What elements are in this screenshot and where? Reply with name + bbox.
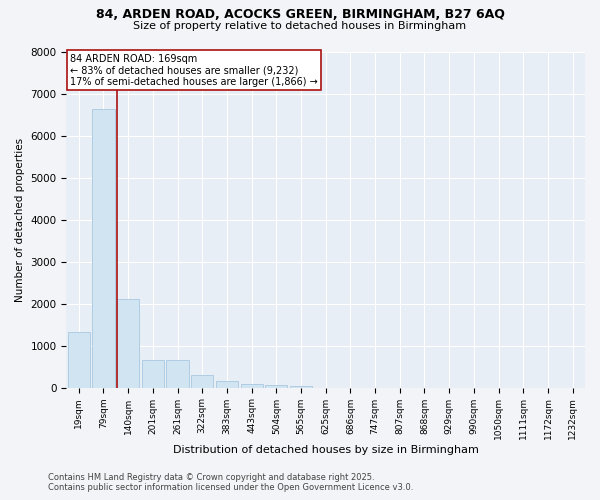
Y-axis label: Number of detached properties: Number of detached properties (15, 138, 25, 302)
Bar (216, 382, 238, 388)
Bar (241, 384, 263, 388)
Bar (117, 300, 139, 388)
Bar (142, 360, 164, 388)
Bar (290, 386, 312, 388)
Text: 84, ARDEN ROAD, ACOCKS GREEN, BIRMINGHAM, B27 6AQ: 84, ARDEN ROAD, ACOCKS GREEN, BIRMINGHAM… (95, 8, 505, 20)
Bar (265, 385, 287, 388)
Text: 84 ARDEN ROAD: 169sqm
← 83% of detached houses are smaller (9,232)
17% of semi-d: 84 ARDEN ROAD: 169sqm ← 83% of detached … (70, 54, 318, 87)
Bar (92, 109, 115, 388)
Text: Size of property relative to detached houses in Birmingham: Size of property relative to detached ho… (133, 21, 467, 31)
Bar (166, 360, 188, 388)
Bar (68, 332, 90, 388)
Bar (191, 376, 214, 388)
X-axis label: Distribution of detached houses by size in Birmingham: Distribution of detached houses by size … (173, 445, 479, 455)
Text: Contains HM Land Registry data © Crown copyright and database right 2025.
Contai: Contains HM Land Registry data © Crown c… (48, 473, 413, 492)
